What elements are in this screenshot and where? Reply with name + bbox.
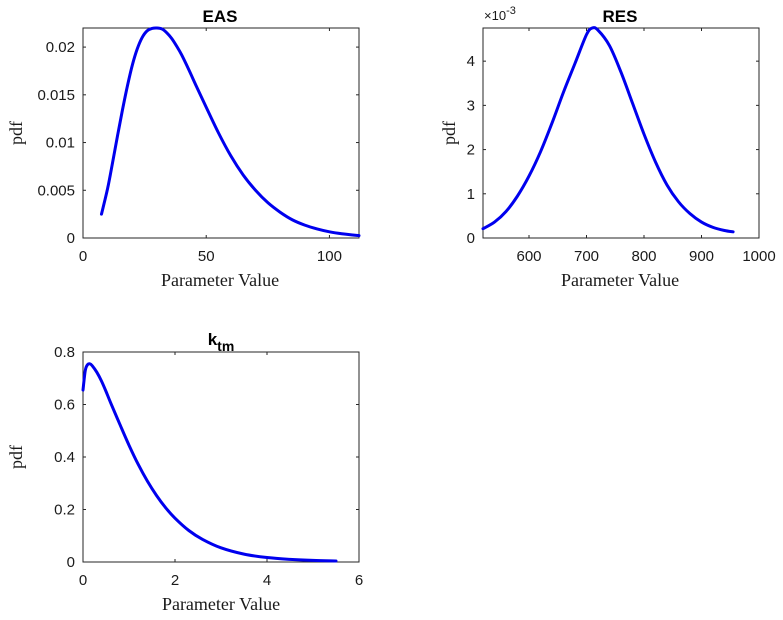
y-tick-label: 0.01 <box>46 135 75 152</box>
y-tick-label: 2 <box>467 142 475 159</box>
panel-title: ktm <box>208 330 235 354</box>
y-tick-label: 3 <box>467 97 475 114</box>
x-tick-label: 50 <box>198 248 215 265</box>
title-subscript: tm <box>217 338 234 354</box>
y-tick-label: 0 <box>67 554 75 571</box>
x-tick-label: 600 <box>516 248 541 265</box>
axes-frame <box>82 27 360 239</box>
y-axis-label: pdf <box>439 121 459 145</box>
pdf-curve <box>81 362 338 563</box>
y-exponent-base: ×10 <box>484 8 506 23</box>
y-tick-label: 4 <box>467 53 475 70</box>
axes-frame <box>82 351 360 563</box>
y-tick-label: 0.4 <box>54 449 75 466</box>
y-tick-label: 0.6 <box>54 397 75 414</box>
y-tick-label: 0.005 <box>37 182 75 199</box>
x-tick-label: 0 <box>79 572 87 589</box>
x-tick-label: 0 <box>79 248 87 265</box>
x-axis-label: Parameter Value <box>162 594 280 614</box>
y-tick-label: 0.015 <box>37 87 75 104</box>
x-tick-label: 1000 <box>742 248 775 265</box>
y-tick-label: 0.2 <box>54 502 75 519</box>
x-tick-label: 2 <box>171 572 179 589</box>
panel-res: RES ×10-3 Parameter Value pdf 600 700 800 9… <box>439 5 776 290</box>
panel-eas: EAS Parameter Value pdf 0 50 100 0 0.005 0.01… <box>6 7 361 290</box>
y-axis-label: pdf <box>6 121 26 145</box>
y-tick-label: 1 <box>467 186 475 203</box>
x-tick-label: 900 <box>689 248 714 265</box>
pdf-curve <box>99 26 361 238</box>
x-axis-label: Parameter Value <box>161 270 279 290</box>
x-tick-label: 700 <box>574 248 599 265</box>
pdf-curve <box>481 26 735 234</box>
panel-title: RES <box>603 7 638 26</box>
y-tick-label: 0.8 <box>54 344 75 361</box>
y-tick-label: 0.02 <box>46 39 75 56</box>
panel-ktm: ktm Parameter Value pdf 0 2 4 6 0 0.2 0.4 0.6 0.… <box>6 330 363 614</box>
y-tick-label: 0 <box>467 230 475 247</box>
panel-title: EAS <box>203 7 238 26</box>
y-tick-label: 0 <box>67 230 75 247</box>
y-axis-label: pdf <box>6 445 26 469</box>
y-exponent-power: -3 <box>506 5 516 17</box>
x-tick-label: 6 <box>355 572 363 589</box>
x-tick-label: 4 <box>263 572 271 589</box>
x-axis-label: Parameter Value <box>561 270 679 290</box>
x-tick-label: 800 <box>631 248 656 265</box>
y-exponent-label: ×10-3 <box>484 5 516 23</box>
title-main: k <box>208 330 218 349</box>
axes-frame <box>482 27 760 239</box>
x-tick-label: 100 <box>317 248 342 265</box>
